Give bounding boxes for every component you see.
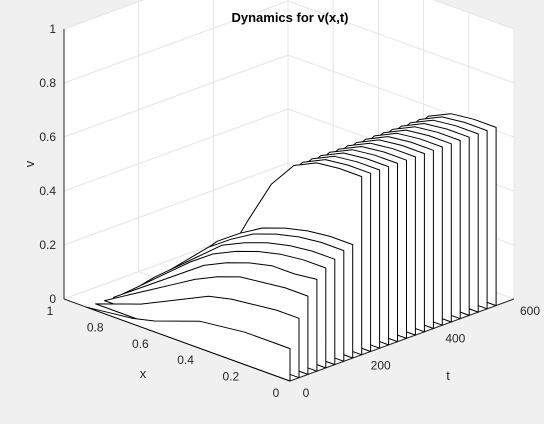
v-tick-label: 0.4 [39,184,56,198]
grid-line-v-rightwall [63,162,289,246]
x-tick-label: 0.8 [87,320,104,334]
x-tick-label: 1 [47,304,54,318]
grid-line-v-leftwall [287,0,515,84]
x-tick-label: 0.6 [132,337,149,351]
x-tick-label: 0.2 [222,370,239,384]
t-tick-label: 400 [445,331,465,345]
grid-line-v-rightwall [63,0,145,30]
v-tick-label: 0.6 [39,130,56,144]
waterfall-curves [86,113,497,382]
v-axis-label: v [22,160,37,167]
v-tick-label: 0.8 [39,76,56,90]
chart-title: Dynamics for v(x,t) [231,10,348,25]
waterfall-curve [86,306,291,382]
t-axis-line [289,298,515,382]
x-tick-label: 0.4 [177,353,194,367]
x-tick-label: 0 [273,386,280,400]
t-tick-label: 200 [371,359,391,373]
v-tick-label: 0 [49,292,56,306]
t-tick-label: 0 [303,386,310,400]
grid-line-v-rightwall [63,0,289,84]
grid-line-v-leftwall [432,0,515,30]
t-axis-label: t [446,368,450,383]
grid-line-v-rightwall [63,54,289,138]
grid-line-v-rightwall [63,108,289,192]
x-axis-label: x [140,366,147,381]
v-tick-label: 0.2 [39,238,56,252]
t-tick-label: 600 [520,304,540,318]
v-tick-label: 1 [49,22,56,36]
